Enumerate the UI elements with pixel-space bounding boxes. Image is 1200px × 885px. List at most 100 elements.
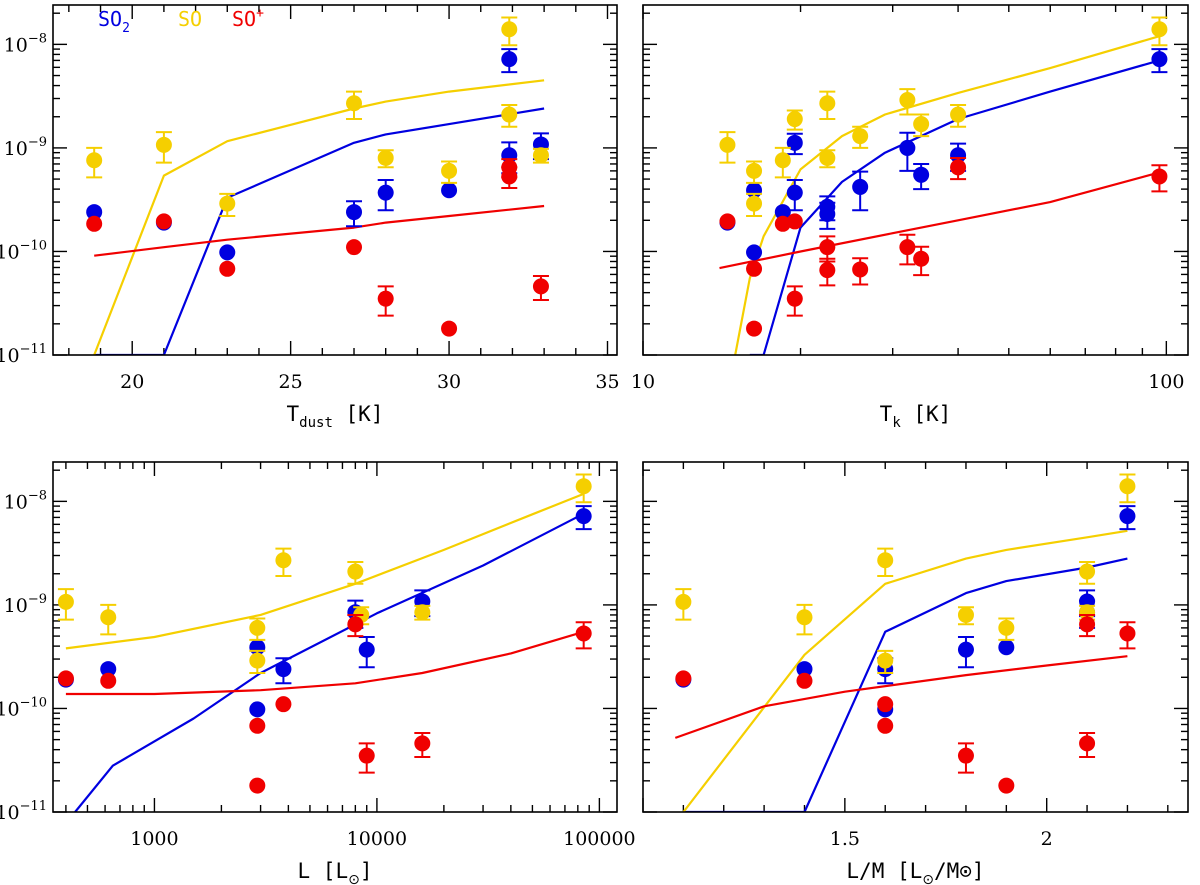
- legend: SO2 SO SO+: [98, 6, 264, 36]
- x-tick-label: 30: [437, 371, 461, 393]
- data-point-sop: [950, 159, 967, 176]
- data-point-so: [347, 563, 364, 580]
- data-point-sop: [746, 260, 763, 277]
- data-point-so: [249, 619, 266, 636]
- data-point-so: [998, 619, 1015, 636]
- data-point-so2: [1119, 508, 1136, 525]
- data-point-so2: [575, 508, 592, 525]
- model-line-sop: [674, 655, 1128, 739]
- data-point-so: [501, 21, 518, 38]
- data-point-so: [852, 128, 869, 145]
- data-point-so: [57, 593, 74, 610]
- data-point-so: [913, 116, 930, 133]
- axes-frame: [52, 461, 618, 813]
- data-point-so2: [86, 204, 103, 221]
- data-point-so2: [957, 641, 974, 658]
- data-point-so2: [950, 147, 967, 164]
- data-point-so2: [275, 661, 292, 678]
- data-point-so2: [998, 639, 1015, 656]
- model-line-so2: [749, 59, 1160, 355]
- data-point-so2: [899, 139, 916, 156]
- data-point-so: [957, 606, 974, 623]
- data-point-sop: [877, 696, 894, 713]
- data-point-so: [377, 149, 394, 166]
- data-point-sop: [786, 213, 803, 230]
- x-axis-label: Tk [K]: [880, 402, 952, 431]
- data-point-sop: [532, 278, 549, 295]
- data-point-so: [86, 152, 103, 169]
- data-point-sop: [249, 717, 266, 734]
- data-point-sop: [441, 320, 458, 337]
- data-point-sop: [346, 239, 363, 256]
- x-axis-label: L [L⊙]: [298, 859, 373, 885]
- data-point-so: [100, 609, 117, 626]
- data-point-sop: [249, 777, 266, 794]
- x-tick-label: 2: [1041, 828, 1053, 850]
- y-tick-label: 10−8: [4, 31, 47, 56]
- data-point-so2: [786, 184, 803, 201]
- data-point-so2: [219, 244, 236, 261]
- data-point-so2: [819, 206, 836, 223]
- data-point-so2: [441, 182, 458, 199]
- data-point-sop: [819, 239, 836, 256]
- x-tick-label: 1000: [130, 828, 178, 850]
- panel-lum: 10−8 10−9 10−10 10−11 1000 10000 100000 L [L⊙]: [0, 461, 636, 885]
- data-point-so: [819, 95, 836, 112]
- data-point-so: [1079, 563, 1096, 580]
- plot-area: [86, 16, 549, 355]
- model-line-so2: [683, 557, 1128, 812]
- data-point-sop: [219, 260, 236, 277]
- plot-area: [719, 16, 1168, 355]
- panel-tdust: 10−8 10−9 10−10 10−11 20 25 30 35 Tdust [K]: [0, 4, 620, 431]
- data-point-so: [414, 604, 431, 621]
- data-point-so: [155, 136, 172, 153]
- x-tick-label: 1.5: [830, 828, 860, 850]
- x-axis-label: Tdust [K]: [287, 402, 384, 431]
- data-point-so2: [346, 204, 363, 221]
- axes-frame: [642, 461, 1189, 813]
- plot-area: [674, 473, 1136, 812]
- data-point-sop: [1119, 625, 1136, 642]
- data-point-sop: [347, 616, 364, 633]
- data-point-sop: [957, 747, 974, 764]
- data-point-so: [877, 552, 894, 569]
- y-tick-label: 10−10: [0, 238, 47, 263]
- data-point-sop: [819, 262, 836, 279]
- data-point-so2: [100, 661, 117, 678]
- data-point-so2: [913, 166, 930, 183]
- data-point-so: [501, 106, 518, 123]
- data-point-so: [950, 106, 967, 123]
- x-tick-label: 10000: [347, 828, 407, 850]
- data-point-so: [746, 195, 763, 212]
- data-point-so: [675, 593, 692, 610]
- data-point-so2: [501, 51, 518, 68]
- data-point-so2: [746, 244, 763, 261]
- data-point-sop: [675, 670, 692, 687]
- data-point-sop: [796, 672, 813, 689]
- data-point-so: [1119, 478, 1136, 495]
- y-tick-label: 10−11: [0, 342, 47, 367]
- data-point-so: [786, 111, 803, 128]
- data-point-sop: [57, 670, 74, 687]
- x-tick-label: 35: [595, 371, 619, 393]
- data-point-so2: [852, 178, 869, 195]
- model-line-so2: [74, 512, 585, 812]
- y-tick-label: 10−9: [4, 135, 47, 160]
- data-point-sop: [86, 215, 103, 232]
- data-point-sop: [414, 735, 431, 752]
- data-point-sop: [358, 747, 375, 764]
- data-point-so2: [377, 184, 394, 201]
- data-point-so: [346, 95, 363, 112]
- model-line-so: [65, 492, 585, 650]
- data-point-so: [719, 136, 736, 153]
- data-point-sop: [746, 320, 763, 337]
- data-point-so2: [358, 641, 375, 658]
- axes-frame: [52, 4, 618, 356]
- data-point-sop: [100, 672, 117, 689]
- data-point-sop: [877, 717, 894, 734]
- x-tick-label: 100: [1148, 371, 1184, 393]
- y-tick-label: 10−11: [0, 799, 47, 824]
- data-point-so2: [249, 701, 266, 718]
- data-point-sop: [899, 239, 916, 256]
- data-point-sop: [377, 290, 394, 307]
